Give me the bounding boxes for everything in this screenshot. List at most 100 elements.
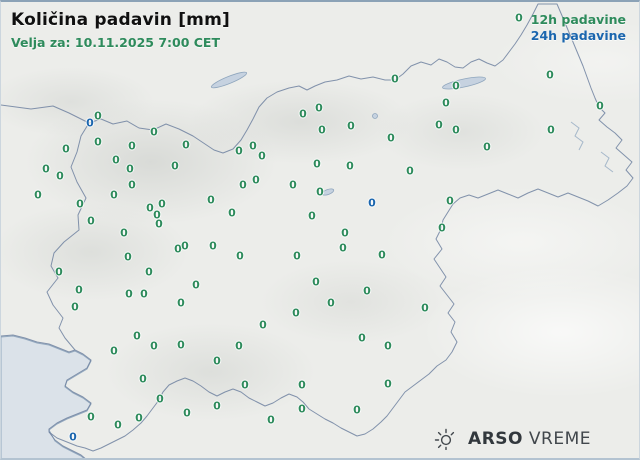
station-value: 0 [235,144,243,158]
station-value: 0 [421,301,429,315]
station-value: 0 [153,208,161,222]
station-value: 0 [156,392,164,406]
station-value: 0 [182,138,190,152]
legend: 12h padavine 24h padavine [531,12,626,45]
station-value: 0 [171,159,179,173]
station-value: 0 [146,201,154,215]
station-value: 0 [236,249,244,263]
station-value: 0 [452,123,460,137]
station-value: 0 [213,354,221,368]
station-value: 0 [258,149,266,163]
station-value: 0 [192,278,200,292]
station-value: 0 [435,118,443,132]
station-value: 0 [547,123,555,137]
station-value: 0 [299,107,307,121]
station-value: 0 [133,329,141,343]
station-value: 0 [293,249,301,263]
station-value: 0 [249,139,257,153]
legend-24h-padavine[interactable]: 24h padavine [530,28,626,44]
station-value: 0 [213,399,221,413]
station-value: 0 [239,178,247,192]
pond [372,113,378,119]
station-value: 0 [177,338,185,352]
station-value: 0 [128,178,136,192]
station-value: 0 [452,79,460,93]
station-value: 0 [139,372,147,386]
station-value: 0 [259,318,267,332]
station-value: 0 [110,344,118,358]
station-value: 0 [125,287,133,301]
station-value: 0 [158,197,166,211]
station-value: 0 [112,153,120,167]
legend-12h-padavine[interactable]: 12h padavine [530,12,626,27]
station-value: 0 [327,296,335,310]
station-value: 0 [387,131,395,145]
station-value: 0 [241,378,249,392]
station-value: 0 [315,101,323,115]
station-value: 0 [76,197,84,211]
station-value: 0 [442,96,450,110]
station-value: 0 [596,99,604,113]
station-value: 0 [207,193,215,207]
station-value: 0 [446,194,454,208]
station-value: 0 [94,135,102,149]
station-value: 0 [56,169,64,183]
station-value: 0 [42,162,50,176]
valid-time-label: Velja za: 10.11.2025 7:00 CET [11,35,220,50]
page-title: Količina padavin [mm] [11,10,230,30]
station-value: 0 [312,275,320,289]
station-value: 0 [235,339,243,353]
station-value: 0 [347,119,355,133]
station-value: 0 [363,284,371,298]
station-value: 0 [114,418,122,432]
station-value: 0 [69,430,77,444]
station-value: 0 [55,265,63,279]
station-value: 0 [438,221,446,235]
station-value: 0 [316,185,324,199]
coastline [48,431,86,458]
station-value: 0 [228,206,236,220]
station-value: 0 [140,287,148,301]
station-value: 0 [406,164,414,178]
river [570,121,584,151]
sea-area [1,335,92,458]
station-value: 0 [209,239,217,253]
station-value: 0 [181,239,189,253]
station-value: 0 [368,196,376,210]
brand-regular: VREME [528,429,591,449]
country-border [1,3,634,452]
station-value: 0 [177,296,185,310]
station-value: 0 [308,209,316,223]
station-value: 0 [515,11,523,25]
station-value: 0 [120,226,128,240]
station-value: 0 [71,300,79,314]
station-value: 0 [252,173,260,187]
station-value: 0 [292,306,300,320]
station-value: 0 [110,188,118,202]
station-value: 0 [546,68,554,82]
station-value: 0 [135,411,143,425]
italian-coastline [1,334,76,353]
station-value: 0 [174,242,182,256]
station-value: 0 [339,241,347,255]
station-value: 0 [378,248,386,262]
station-value: 0 [94,109,102,123]
station-value: 0 [150,125,158,139]
station-value: 0 [298,378,306,392]
station-value: 0 [346,159,354,173]
station-value: 0 [353,403,361,417]
station-value: 0 [183,406,191,420]
station-value: 0 [87,410,95,424]
station-value: 0 [483,140,491,154]
station-value: 0 [384,377,392,391]
map-header: Količina padavin [mm] Velja za: 10.11.20… [11,10,230,50]
station-value: 0 [298,402,306,416]
station-value: 0 [126,162,134,176]
brand-text: ARSO VREME [468,429,591,449]
station-value: 0 [358,331,366,345]
sun-rays-icon [434,428,456,450]
station-value: 0 [391,72,399,86]
station-value: 0 [62,142,70,156]
